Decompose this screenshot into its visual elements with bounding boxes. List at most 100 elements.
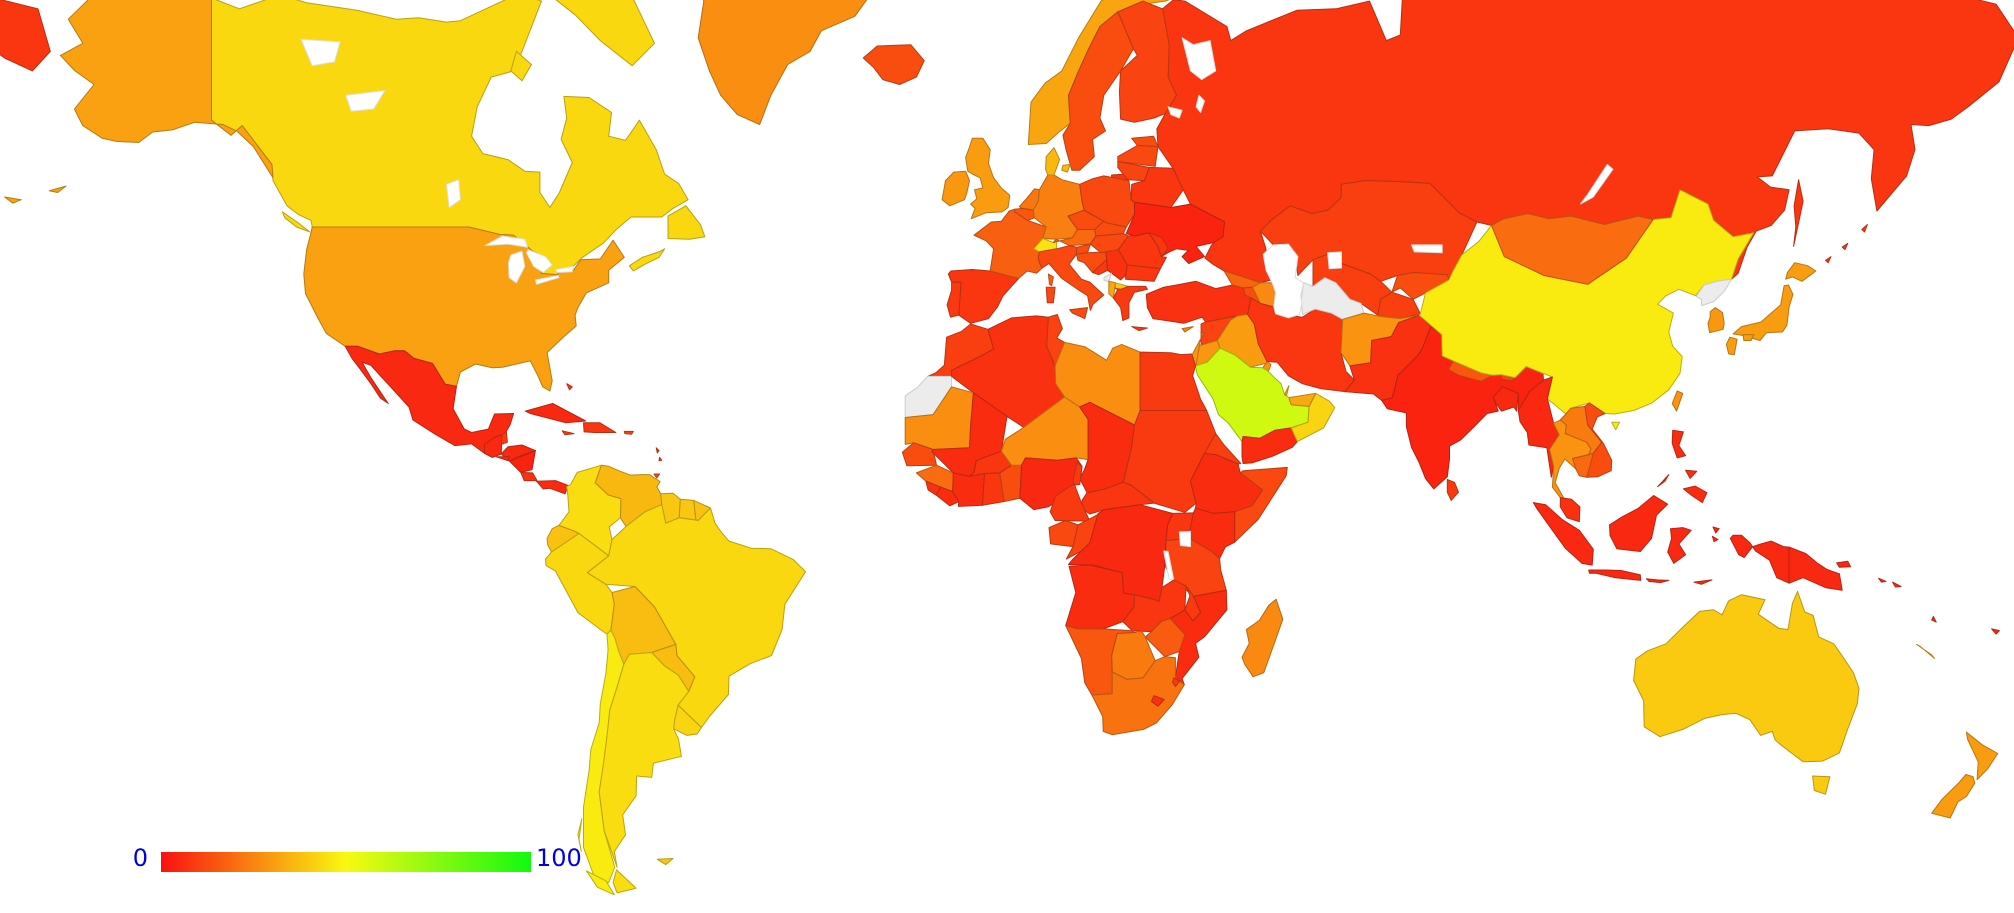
country-belize[interactable]: Belize (500, 430, 508, 445)
country-greece[interactable]: Greece (1131, 326, 1148, 332)
country-montenegro[interactable]: Montenegro (1103, 272, 1113, 282)
country-panama[interactable]: Panama (536, 480, 569, 495)
country-madagascar[interactable]: Madagascar (1241, 598, 1284, 678)
country-indonesia[interactable]: Indonesia (1712, 526, 1720, 534)
country-australia[interactable]: Australia (1633, 590, 1860, 763)
country-nicaragua[interactable]: Nicaragua (509, 450, 536, 473)
country-costa-rica[interactable]: Costa Rica (520, 471, 538, 482)
country-zimbabwe[interactable]: Zimbabwe (1144, 618, 1186, 658)
country-senegal[interactable]: Senegal (901, 442, 937, 467)
country-new-zealand[interactable]: New Zealand (1965, 731, 1999, 781)
country-mongolia[interactable]: Mongolia (1491, 213, 1654, 285)
country-cambodia[interactable]: Cambodia (1572, 452, 1594, 478)
country-bahamas[interactable]: Bahamas (566, 383, 573, 391)
country-egypt[interactable]: Egypt (1139, 351, 1208, 411)
country-lesotho[interactable]: Lesotho (1150, 695, 1165, 707)
country-solomon-islands[interactable]: Solomon Islands (1878, 577, 1887, 583)
country-canada[interactable]: Canada (628, 248, 666, 272)
country-russia[interactable]: Russia (0, 0, 51, 72)
country-lesser-antilles[interactable]: Lesser Antilles (655, 447, 660, 454)
country-france[interactable]: France (973, 208, 1047, 279)
country-united-arab-emirates[interactable]: United Arab Emirates (1288, 392, 1317, 407)
country-moldova[interactable]: Moldova (1148, 232, 1169, 258)
country-canada[interactable]: Canada (510, 50, 532, 82)
country-hispaniola[interactable]: Hispaniola (583, 422, 617, 433)
country-new-caledonia[interactable]: New Caledonia (1916, 643, 1935, 659)
country-philippines[interactable]: Philippines (1682, 485, 1708, 504)
country-yemen[interactable]: Yemen (1241, 427, 1298, 464)
country-taiwan[interactable]: Taiwan (1671, 390, 1684, 412)
country-philippines[interactable]: Philippines (1671, 429, 1687, 459)
country-south-africa[interactable]: South Africa (1091, 656, 1185, 736)
country-indonesia[interactable]: Indonesia (1588, 569, 1642, 581)
country-ireland[interactable]: Ireland (941, 170, 970, 207)
country-belarus[interactable]: Belarus (1130, 166, 1184, 208)
country-latvia[interactable]: Latvia (1117, 145, 1159, 167)
country-sri-lanka[interactable]: Sri Lanka (1446, 479, 1459, 501)
country-namibia[interactable]: Namibia (1065, 625, 1137, 696)
country-vanuatu[interactable]: Vanuatu (1931, 616, 1937, 623)
country-indonesia[interactable]: Indonesia (1667, 527, 1692, 564)
country-china[interactable]: China (1611, 421, 1621, 431)
country-france[interactable]: France (1047, 273, 1054, 287)
country-central-african-republic[interactable]: Central African Republic (1081, 481, 1155, 515)
country-indonesia[interactable]: Indonesia (1711, 535, 1719, 543)
country-russia[interactable]: Russia (1841, 242, 1849, 251)
country-lithuania[interactable]: Lithuania (1117, 161, 1150, 182)
country-china[interactable]: China (1418, 189, 1755, 415)
country-canada[interactable]: Canada (282, 211, 311, 233)
country-cyprus[interactable]: Cyprus (1181, 326, 1194, 333)
country-argentina[interactable]: Argentina (612, 869, 637, 894)
country-japan[interactable]: Japan (1732, 284, 1794, 341)
country-denmark[interactable]: Denmark (1061, 163, 1071, 173)
country-bangladesh[interactable]: Bangladesh (1492, 386, 1519, 412)
country-somalia[interactable]: Somalia (1234, 466, 1288, 543)
country-papua-new-guinea[interactable]: Papua New Guinea (1836, 560, 1852, 568)
country-suriname[interactable]: Suriname (678, 498, 697, 521)
country-indonesia[interactable]: Indonesia (1609, 495, 1669, 552)
country-lesser-antilles[interactable]: Lesser Antilles (658, 456, 663, 462)
country-russia[interactable]: Russia (1825, 256, 1832, 264)
country-indonesia[interactable]: Indonesia (1693, 579, 1713, 585)
country-united-states[interactable]: United States (59, 0, 274, 179)
country-indonesia[interactable]: Indonesia (1532, 502, 1594, 566)
country-fiji[interactable]: Fiji (1991, 628, 2000, 635)
country-south-korea[interactable]: South Korea (1707, 307, 1725, 334)
country-chile[interactable]: Chile (577, 818, 583, 853)
country-ecuador[interactable]: Ecuador (546, 524, 580, 553)
country-japan[interactable]: Japan (1785, 262, 1817, 282)
country-canada[interactable]: Canada (667, 205, 706, 240)
country-new-zealand[interactable]: New Zealand (1931, 774, 1976, 819)
country-lebanon[interactable]: Lebanon (1198, 332, 1206, 343)
country-estonia[interactable]: Estonia (1131, 135, 1159, 148)
country-indonesia[interactable]: Indonesia (1645, 578, 1670, 584)
country-vietnam[interactable]: Vietnam (1584, 402, 1613, 478)
country-papua-new-guinea[interactable]: Papua New Guinea (1788, 546, 1843, 591)
country-iceland[interactable]: Iceland (862, 44, 925, 85)
country-philippines[interactable]: Philippines (1685, 469, 1698, 479)
country-indonesia[interactable]: Indonesia (1729, 534, 1790, 584)
country-sweden[interactable]: Sweden (1062, 11, 1134, 171)
country-trinidad-and-tobago[interactable]: Trinidad and Tobago (653, 473, 661, 479)
country-cameroon[interactable]: Cameroon (1049, 461, 1091, 522)
country-united-states[interactable]: United States (4, 196, 22, 204)
country-greenland[interactable]: Greenland (620, 0, 905, 125)
country-oman[interactable]: Oman (1290, 392, 1336, 443)
country-russia[interactable]: Russia (1793, 179, 1804, 247)
country-philippines[interactable]: Philippines (1657, 474, 1670, 488)
country-denmark[interactable]: Denmark (1045, 147, 1061, 176)
country-chile[interactable]: Chile (583, 629, 625, 884)
country-russia[interactable]: Russia (1861, 224, 1868, 233)
country-united-states[interactable]: United States (48, 185, 67, 193)
country-colombia[interactable]: Colombia (558, 464, 622, 557)
country-north-korea[interactable]: North Korea (1695, 278, 1732, 307)
country-qatar[interactable]: Qatar (1284, 385, 1290, 396)
country-chile[interactable]: Chile (585, 870, 615, 896)
country-australia[interactable]: Australia (1812, 775, 1831, 795)
country-greece[interactable]: Greece (1112, 285, 1148, 322)
country-argentina[interactable]: Argentina (598, 652, 690, 868)
country-ukraine[interactable]: Ukraine (1125, 201, 1226, 264)
country-italy[interactable]: Italy (1045, 286, 1056, 304)
country-falkland-islands[interactable]: Falkland Islands (656, 858, 674, 866)
country-solomon-islands[interactable]: Solomon Islands (1892, 581, 1902, 588)
